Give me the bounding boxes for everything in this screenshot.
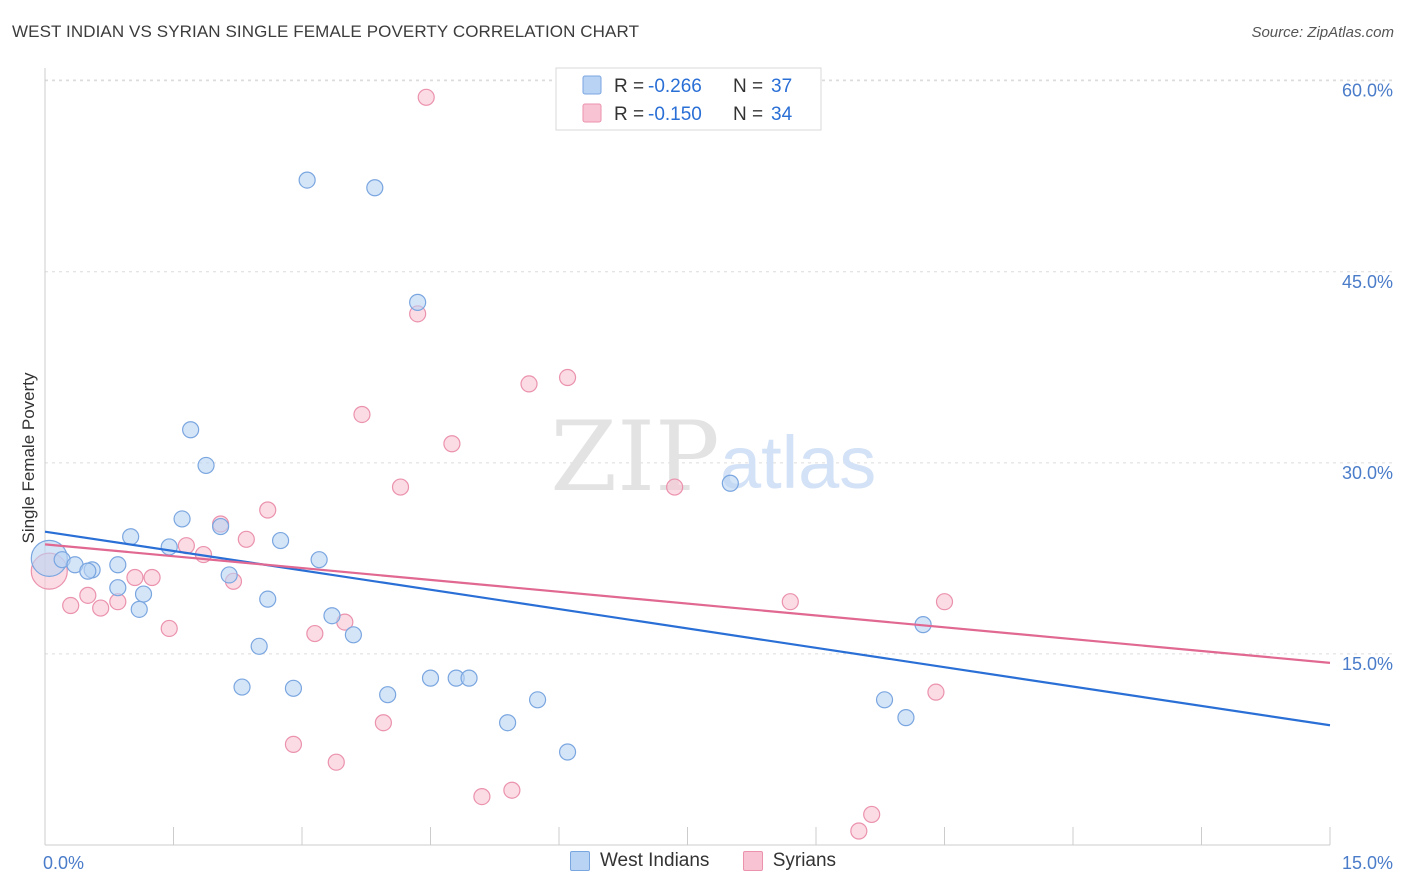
stats-r-value-1: -0.266 — [648, 76, 702, 97]
legend-label-syrians: Syrians — [772, 850, 837, 871]
stats-n-label-2: N = — [733, 104, 763, 125]
west-indians-point-16 — [233, 678, 251, 696]
west-indians-point-5 — [109, 556, 127, 574]
west-indians-point-17 — [250, 637, 268, 655]
legend-swatch-west-indians — [569, 851, 590, 871]
syrians-point-30 — [850, 822, 868, 840]
grid — [45, 79, 1395, 655]
syrians-point-2 — [79, 586, 97, 604]
west-indians-point-7 — [109, 579, 127, 597]
legend-item-syrians[interactable]: Syrians — [742, 850, 837, 872]
x-tick-label-1: 15.0% — [1342, 853, 1393, 873]
syrians-point-33 — [935, 593, 954, 611]
syrians-point-32 — [927, 683, 945, 701]
chart-title: WEST INDIAN VS SYRIAN SINGLE FEMALE POVE… — [12, 22, 640, 41]
west-indians-point-9 — [130, 600, 148, 618]
syrians-point-27 — [558, 368, 577, 387]
west-indians-point-31 — [499, 714, 517, 732]
tick-labels: 15.0% 30.0% 45.0% 60.0% 0.0% 15.0% — [43, 81, 1393, 873]
syrians-point-25 — [503, 781, 521, 799]
syrians-point-26 — [520, 375, 538, 393]
syrians-point-18 — [353, 405, 371, 424]
syrians-point-6 — [143, 568, 161, 587]
syrians-point-15 — [306, 624, 324, 643]
y-tick-label-0: 15.0% — [1342, 654, 1393, 674]
west-indians-point-14 — [212, 517, 230, 536]
stats-swatch-west-indians — [582, 75, 602, 95]
legend-label-west-indians: West Indians — [599, 850, 710, 871]
west-indians-point-30 — [460, 669, 478, 687]
west-indians-point-23 — [323, 607, 341, 625]
legend-item-west-indians[interactable]: West Indians — [569, 850, 710, 872]
syrians-point-14 — [284, 735, 303, 753]
syrians-point-20 — [391, 478, 410, 496]
syrians-point-22 — [417, 88, 435, 106]
stats-r-value-2: -0.150 — [648, 104, 702, 125]
west-indians-points — [30, 171, 932, 761]
syrians-point-13 — [259, 501, 277, 519]
axes — [44, 68, 1331, 846]
syrians-point-31 — [863, 805, 881, 824]
west-indians-point-18 — [259, 590, 277, 608]
west-indians-point-6 — [79, 562, 97, 580]
stats-n-value-1: 37 — [771, 76, 792, 97]
syrians-point-19 — [374, 714, 392, 732]
stats-swatch-syrians — [582, 103, 602, 123]
stats-legend: R = -0.266 N = 37 R = -0.150 N = 34 — [555, 67, 822, 131]
y-tick-label-3: 60.0% — [1342, 81, 1393, 101]
stats-n-label-1: N = — [733, 76, 763, 97]
watermark: ZIP atlas — [550, 401, 876, 513]
west-indians-point-36 — [897, 709, 915, 727]
west-indians-point-28 — [421, 669, 440, 687]
syrians-point-28 — [666, 478, 684, 496]
stats-r-label-2: R = — [614, 104, 644, 125]
syrians-point-7 — [160, 619, 178, 638]
west-indians-point-11 — [173, 510, 191, 528]
source-label: Source: ZipAtlas.com — [1251, 24, 1394, 41]
west-indians-point-8 — [134, 585, 153, 603]
west-indians-point-26 — [379, 686, 397, 704]
stats-r-label-1: R = — [614, 76, 644, 97]
y-axis-label: Single Female Poverty — [19, 372, 38, 544]
y-tick-label-1: 30.0% — [1342, 463, 1393, 483]
stats-n-value-2: 34 — [771, 104, 793, 125]
syrians-trend-line — [44, 543, 1331, 664]
west-indians-point-20 — [284, 679, 303, 697]
west-indians-point-24 — [344, 626, 362, 644]
west-indians-point-19 — [271, 531, 290, 550]
west-indians-point-15 — [220, 566, 238, 584]
syrians-point-5 — [126, 568, 144, 587]
west-indians-point-35 — [875, 691, 894, 709]
west-indians-point-25 — [366, 179, 384, 197]
syrians-point-3 — [92, 599, 110, 617]
west-indians-point-27 — [409, 293, 427, 311]
syrians-point-23 — [443, 435, 461, 453]
y-tick-label-2: 45.0% — [1342, 272, 1393, 292]
west-indians-point-12 — [182, 421, 200, 439]
syrians-point-1 — [62, 596, 80, 615]
west-indians-point-33 — [558, 743, 577, 761]
west-indians-point-34 — [721, 474, 739, 492]
syrians-point-24 — [473, 787, 491, 806]
syrians-point-29 — [781, 593, 799, 611]
west-indians-point-22 — [310, 551, 328, 569]
watermark-atlas: atlas — [720, 421, 876, 504]
west-indians-point-10 — [160, 538, 178, 556]
x-tick-label-0: 0.0% — [43, 853, 84, 873]
west-indians-trend-line — [44, 530, 1331, 727]
trend-lines — [44, 530, 1331, 727]
west-indians-point-4 — [122, 528, 140, 546]
west-indians-point-21 — [298, 171, 316, 189]
legend-swatch-syrians — [742, 851, 763, 871]
series-legend: West Indians Syrians — [0, 850, 1406, 877]
syrians-point-16 — [327, 753, 345, 771]
syrians-point-12 — [237, 530, 255, 548]
west-indians-point-32 — [528, 691, 547, 709]
watermark-zip: ZIP — [550, 401, 719, 513]
west-indians-point-13 — [197, 456, 215, 475]
